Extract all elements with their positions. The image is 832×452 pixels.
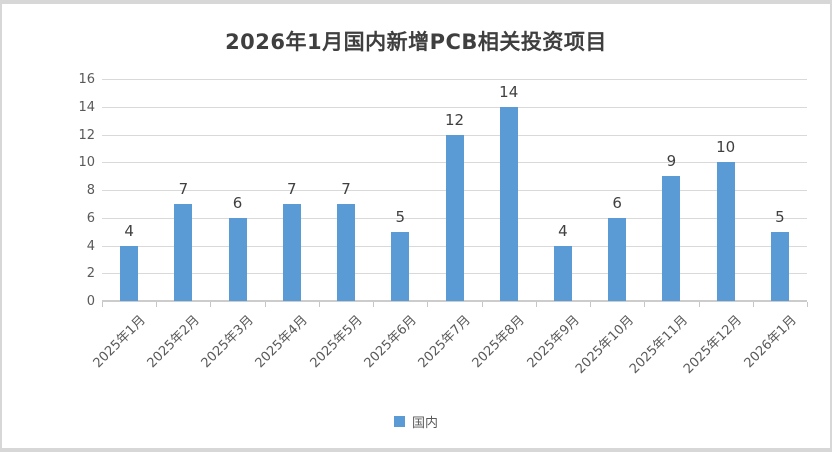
bar [445, 134, 464, 301]
bar-value-label: 6 [232, 193, 243, 212]
x-axis-tick [807, 302, 808, 307]
x-axis-tick [156, 302, 158, 307]
x-axis-label: 2025年8月 [469, 312, 529, 372]
x-axis-label: 2025年3月 [198, 312, 258, 372]
bar-value-label: 5 [775, 207, 785, 226]
y-axis-label: 4 [86, 238, 95, 254]
gridline [102, 106, 807, 108]
x-axis-tick [210, 302, 212, 307]
bar [608, 217, 627, 301]
bar-value-label: 10 [716, 138, 736, 157]
x-axis-label: 2025年1月 [90, 312, 149, 372]
legend-label: 国内 [411, 416, 438, 431]
bar-value-label: 7 [178, 179, 189, 198]
y-axis-label: 2 [86, 266, 95, 282]
x-axis-tick [373, 302, 375, 307]
x-axis-tick [318, 302, 320, 307]
x-axis-tick [752, 302, 754, 307]
y-axis-label: 14 [78, 99, 95, 115]
legend-swatch-icon [393, 416, 405, 427]
x-axis-label: 2025年2月 [144, 312, 203, 372]
bar [337, 203, 356, 301]
bar [770, 231, 789, 301]
x-axis-tick [535, 302, 537, 307]
y-axis-label: 0 [86, 294, 95, 309]
bar [553, 245, 572, 301]
bar-value-label: 14 [499, 82, 519, 101]
x-axis-tick [427, 302, 429, 307]
bar [391, 231, 410, 301]
bar-value-label: 6 [612, 193, 622, 212]
x-axis-tick [644, 302, 646, 307]
x-axis-label: 2026年1月 [741, 312, 800, 372]
y-axis-label: 12 [78, 127, 95, 143]
x-axis-tick [590, 302, 592, 307]
bar [716, 162, 735, 301]
legend: 国内 [2, 412, 830, 431]
x-axis-tick [102, 302, 103, 307]
bar-value-label: 7 [287, 179, 297, 198]
x-axis-tick [264, 302, 266, 307]
gridline [102, 79, 807, 80]
y-axis-label: 10 [78, 155, 95, 171]
bar [174, 203, 193, 301]
bar-value-label: 7 [341, 179, 351, 198]
x-axis-tick [481, 302, 483, 307]
bar [228, 217, 247, 301]
x-axis-label: 2025年7月 [415, 312, 474, 372]
x-axis-label: 2025年6月 [361, 312, 420, 372]
bar [120, 245, 139, 301]
x-axis-label: 2025年5月 [307, 312, 366, 372]
x-axis-line [102, 300, 807, 302]
bar-value-label: 12 [444, 110, 465, 129]
y-axis-label: 16 [78, 72, 95, 87]
y-axis-label: 6 [86, 210, 95, 226]
bar-value-label: 4 [558, 221, 568, 240]
bar-value-label: 5 [395, 207, 406, 226]
y-axis-label: 8 [86, 183, 95, 198]
bar-value-label: 9 [666, 152, 677, 171]
bar-value-label: 4 [124, 221, 134, 240]
x-axis-tick [698, 302, 700, 307]
chart-title: 2026年1月国内新增PCB相关投资项目 [225, 30, 607, 54]
bar [662, 176, 681, 301]
plot-area: 0 2 4 6 8 10 12 14 16 4 2025年1月 7 2025年2月 6 2025年3月 7 20… [78, 73, 808, 377]
bar [282, 203, 301, 301]
x-axis-label: 2025年4月 [253, 312, 312, 372]
bar [499, 106, 518, 301]
